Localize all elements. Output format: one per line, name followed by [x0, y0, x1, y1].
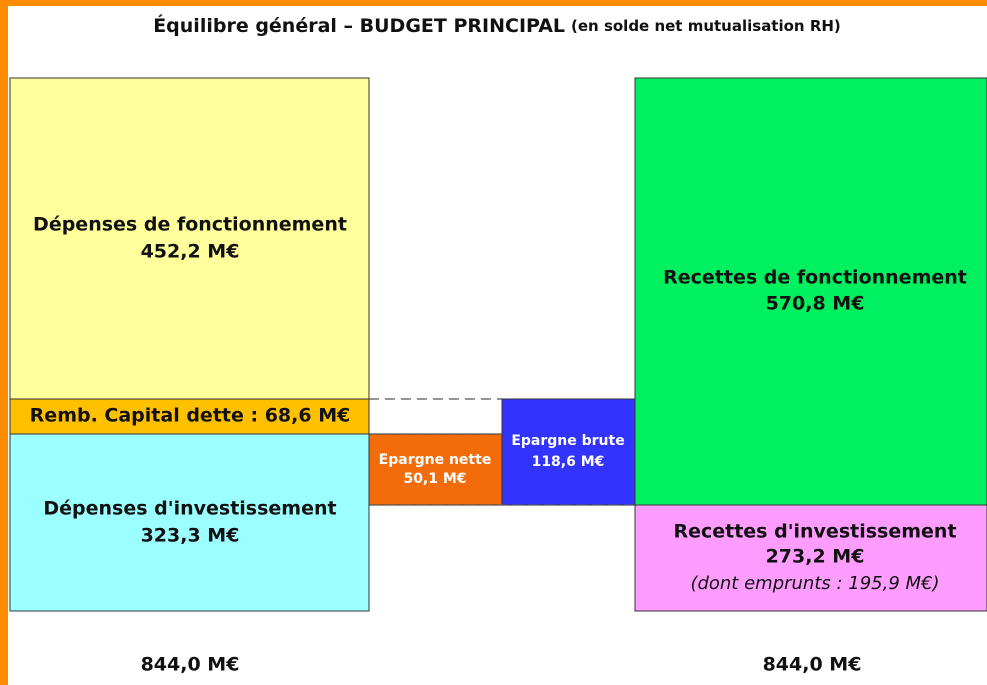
epargne-nette-box — [368, 433, 503, 506]
box-value: 570,8 M€ — [766, 293, 865, 315]
recettes-investissement-box — [634, 504, 987, 612]
title: Équilibre général – BUDGET PRINCIPAL — [153, 14, 565, 37]
total: 844,0 M€ — [763, 654, 862, 676]
box-note: (dont emprunts : 195,9 M€) — [690, 573, 939, 594]
box-value: 118,6 M€ — [532, 454, 605, 470]
total: 844,0 M€ — [141, 654, 240, 676]
box-label: Epargne nette — [379, 452, 492, 468]
box-label: Remb. Capital dette : 68,6 M€ — [30, 405, 351, 427]
box-label: Recettes d'investissement — [673, 521, 956, 543]
box-label: Dépenses de fonctionnement — [33, 214, 347, 236]
box-label: Recettes de fonctionnement — [663, 267, 967, 289]
depenses-fonctionnement-box — [9, 77, 370, 400]
top-border — [0, 0, 987, 6]
box-value: 50,1 M€ — [403, 471, 466, 487]
box-value: 452,2 M€ — [141, 241, 240, 263]
remb-capital-box — [9, 398, 370, 435]
box-label: Epargne brute — [511, 433, 624, 449]
epargne-brute-box — [501, 398, 636, 506]
box-value: 323,3 M€ — [141, 525, 240, 547]
title-line: Équilibre général – BUDGET PRINCIPAL (en … — [153, 14, 841, 37]
box-value: 273,2 M€ — [766, 546, 865, 568]
recettes-fonctionnement-box — [634, 77, 987, 506]
depenses-investissement-box — [9, 433, 370, 612]
subtitle: (en solde net mutualisation RH) — [571, 17, 841, 35]
box-label: Dépenses d'investissement — [43, 498, 336, 520]
left-border — [0, 0, 8, 685]
